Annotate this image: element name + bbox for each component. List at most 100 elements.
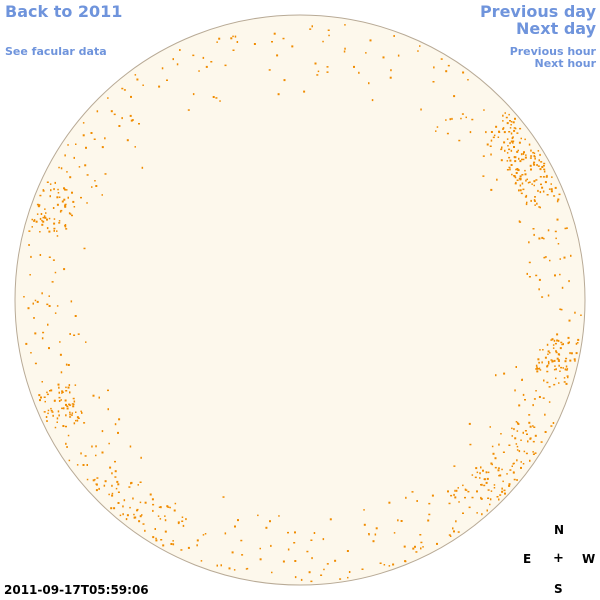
facula-point (515, 168, 517, 171)
facula-point (528, 143, 531, 146)
facula-point (518, 141, 521, 144)
facula-point (552, 344, 555, 346)
facula-point (506, 160, 509, 162)
facula-point (265, 526, 268, 529)
facula-point (556, 357, 559, 360)
facula-point (523, 151, 525, 154)
facula-point (141, 166, 144, 169)
facula-point (50, 389, 53, 392)
previous-hour-link[interactable]: Previous hour (509, 45, 596, 58)
facula-point (419, 45, 421, 47)
facula-point (546, 343, 549, 346)
facula-point (169, 506, 171, 509)
facula-point (532, 453, 535, 455)
facula-point (565, 369, 568, 371)
facula-point (306, 550, 309, 553)
facula-point (452, 527, 454, 530)
facula-point (270, 544, 272, 547)
facula-point (554, 365, 556, 367)
facula-point (540, 441, 543, 443)
facula-point (374, 533, 377, 536)
facula-point (33, 317, 35, 319)
facula-point (68, 403, 71, 406)
facula-point (453, 95, 456, 98)
facula-point (559, 308, 562, 310)
facula-point (103, 484, 106, 487)
facula-point (77, 417, 80, 419)
facula-point (453, 493, 455, 496)
facula-point (538, 396, 541, 398)
facula-point (462, 71, 465, 74)
facula-point (539, 168, 542, 171)
facula-point (53, 222, 56, 225)
facula-point (316, 74, 319, 76)
facula-point (346, 550, 349, 552)
facula-point (383, 564, 386, 566)
compass-west-label: W (582, 552, 596, 566)
facula-point (149, 493, 152, 496)
facula-point (73, 156, 75, 159)
facula-point (57, 192, 60, 194)
facula-point (228, 567, 231, 570)
facula-point (522, 393, 525, 396)
facula-point (94, 180, 96, 182)
facula-point (58, 386, 60, 389)
facula-point (535, 274, 538, 277)
facula-point (568, 341, 570, 344)
facula-point (216, 564, 218, 567)
next-hour-link[interactable]: Next hour (534, 57, 597, 70)
facula-point (538, 362, 540, 364)
previous-day-link[interactable]: Previous day (479, 2, 596, 21)
facula-point (43, 396, 46, 398)
facula-point (577, 338, 580, 341)
facula-point (519, 178, 522, 181)
facula-point (513, 428, 515, 431)
facula-point (234, 525, 236, 528)
facula-point (51, 281, 54, 283)
facula-point (449, 535, 452, 537)
facula-point (322, 40, 324, 43)
facula-point (75, 143, 77, 145)
facula-point (513, 127, 516, 129)
facula-point (39, 217, 42, 220)
facula-point (516, 179, 519, 181)
facula-point (104, 480, 107, 483)
facula-point (65, 228, 68, 230)
facula-point (56, 421, 58, 423)
facula-point (467, 490, 470, 493)
facula-point (86, 464, 88, 466)
facula-point (519, 184, 522, 187)
next-day-link[interactable]: Next day (516, 19, 596, 38)
facula-point (514, 182, 517, 185)
facula-point (392, 563, 395, 566)
back-to-year-link[interactable]: Back to 2011 (5, 2, 123, 21)
facula-point (151, 498, 154, 501)
facula-point (56, 203, 59, 206)
facula-point (508, 484, 511, 487)
facula-point (542, 165, 545, 167)
facula-point (445, 119, 447, 121)
facula-point (547, 294, 550, 297)
facula-point (114, 470, 117, 473)
facula-point (95, 454, 97, 457)
facula-point (46, 420, 48, 422)
facula-point (464, 488, 467, 491)
facula-point (436, 542, 438, 545)
facula-point (539, 176, 542, 178)
facula-point (420, 547, 422, 550)
facula-point (32, 302, 34, 305)
facula-point (41, 223, 44, 226)
facula-point (428, 502, 431, 505)
facula-point (108, 493, 110, 496)
facula-point (31, 226, 33, 228)
facula-point (482, 175, 485, 177)
facula-point (68, 212, 71, 215)
facula-point (64, 224, 67, 226)
see-facular-data-link[interactable]: See facular data (5, 45, 107, 58)
facula-point (61, 392, 63, 394)
facula-point (110, 507, 113, 510)
facula-point (61, 390, 64, 392)
facula-point (548, 188, 551, 190)
facula-point (36, 203, 39, 206)
facula-point (344, 47, 346, 50)
